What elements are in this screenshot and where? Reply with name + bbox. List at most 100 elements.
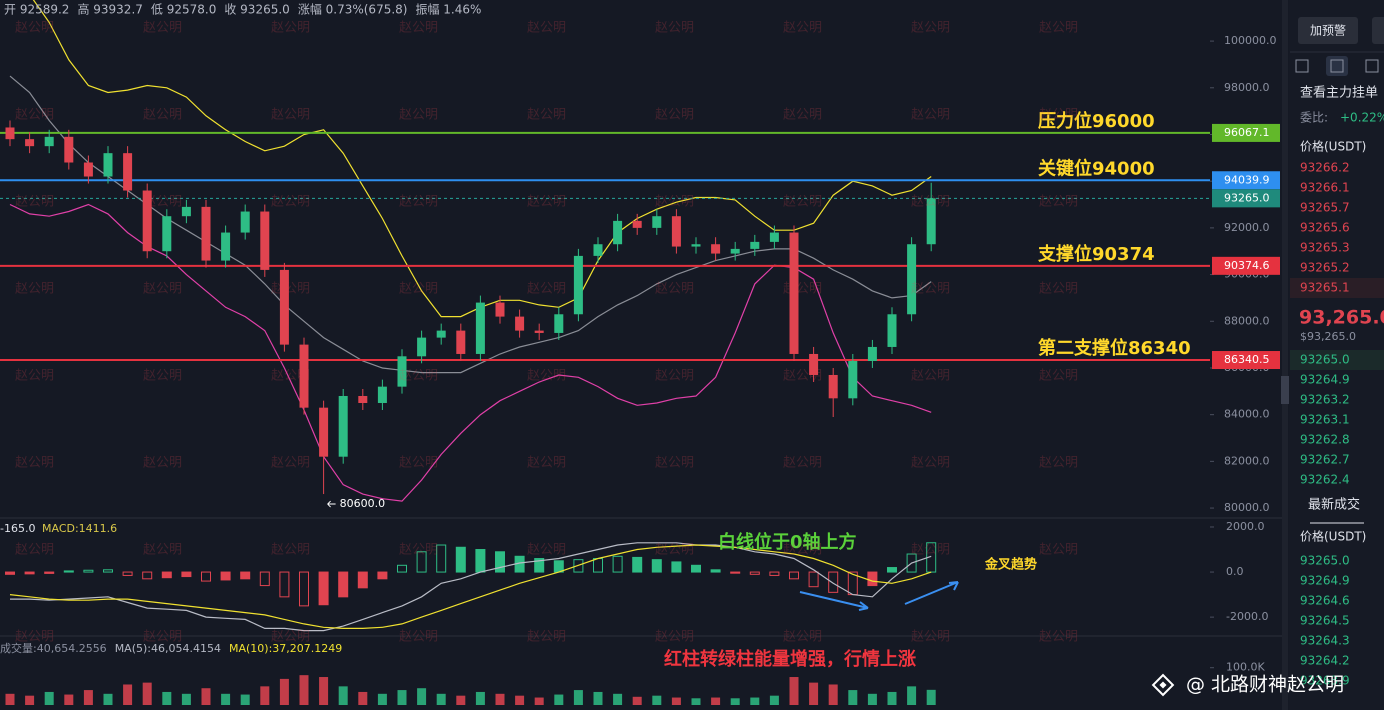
bid-price: 93262.4 [1300,473,1350,487]
volume-bar [123,684,133,705]
macd-bar [259,571,270,587]
watermark: 赵公明 [399,195,438,210]
macd-annotation: 金叉趋势 [984,557,1037,573]
candle-body [828,374,838,399]
candle-body [417,337,427,357]
macd-bar [553,560,564,573]
watermark: 赵公明 [143,543,182,558]
watermark: 赵公明 [911,282,950,297]
icon[interactable] [1295,59,1309,73]
volume-plot [5,675,936,705]
volume-bar [593,691,603,705]
macd-bar [887,567,897,573]
trade-price: 93264.3 [1300,634,1350,648]
volume-bar [142,682,152,705]
watermark: 赵公明 [527,369,566,384]
volume-bar [828,684,838,705]
watermark: 赵公明 [1039,543,1078,558]
candle-body [221,232,231,261]
watermark: 赵公明 [271,282,310,297]
volume-tick-label: 100.0K [1226,661,1265,674]
volume-bar [279,678,289,705]
watermark: 赵公明 [15,543,54,558]
ask-price: 93265.3 [1300,241,1350,255]
candle-body [534,330,544,333]
macd-bar [201,571,211,582]
candle-body [123,153,133,191]
volume-bar [456,695,466,705]
y-tick-label: 98000.0 [1224,81,1270,94]
watermark: 赵公明 [655,456,694,471]
candle-body [319,407,329,457]
ratio-label: 委比: [1300,111,1328,125]
trade-price: 93264.6 [1300,594,1350,608]
volume-bar [417,688,427,705]
volume-bar [319,677,329,705]
watermark: 赵公明 [527,108,566,123]
watermark: 赵公明 [399,543,438,558]
macd-annotation: 白线位于0轴上方 [718,531,857,553]
macd-bar [416,551,427,573]
icon-active[interactable] [1326,56,1348,76]
volume-bar [377,693,387,705]
candle-body [240,211,250,233]
watermark: 赵公明 [271,108,310,123]
splitter-handle[interactable] [1281,376,1289,404]
candle-body [887,314,897,347]
macd-bar [377,571,388,580]
macd-bar [671,561,682,573]
volume-bar [652,695,662,705]
candle-body [848,360,858,399]
volume-bar [5,693,15,705]
watermark: 赵公明 [911,630,950,645]
volume-bar [769,695,779,705]
trend-arrow [904,581,959,605]
candle-body [201,206,211,261]
alert-button[interactable] [1298,17,1358,44]
candle-body [671,216,681,247]
volume-bar [436,693,446,705]
bid-price: 93262.8 [1300,433,1350,447]
macd-bar [83,569,94,573]
watermark: 赵公明 [655,282,694,297]
watermark: 赵公明 [143,108,182,123]
level-tag-label: 94039.9 [1224,173,1270,186]
splitter [1282,0,1288,710]
y-tick-label: 84000.0 [1224,408,1270,421]
macd-bar [710,569,721,573]
trades-tab[interactable]: 最新成交 [1308,497,1360,513]
level-tag-label: 86340.5 [1224,353,1270,366]
macd-bar [24,571,35,575]
volume-bar [573,690,583,705]
volume-bar [299,675,309,705]
candle-body [593,244,603,256]
volume-bar [711,697,721,705]
level-annotation: 支撑位90374 [1037,243,1155,265]
volume-bar [515,695,525,705]
icon[interactable] [1365,59,1379,73]
watermark: 赵公明 [527,630,566,645]
order-book-link[interactable]: 查看主力挂单 [1300,85,1378,101]
icon[interactable] [1330,59,1344,73]
volume-bar [730,698,740,705]
candle-body [652,216,662,228]
watermark: 赵公明 [527,282,566,297]
watermark: 赵公明 [15,21,54,36]
macd-bar [789,571,799,580]
watermark: 赵公明 [655,195,694,210]
watermark: 赵公明 [143,195,182,210]
button[interactable] [1372,17,1384,44]
macd-bar [906,553,917,573]
volume-label: MA(10):37,207.1249 [229,642,342,655]
level-tag [1212,123,1280,142]
volume-bar [809,682,819,705]
watermark: 赵公明 [527,543,566,558]
macd-bar [495,551,505,573]
watermark: 赵公明 [1039,282,1078,297]
watermark: 赵公明 [783,630,822,645]
candle-body [769,232,779,242]
watermark: 赵公明 [15,630,54,645]
alert-button-label[interactable]: 加预警 [1310,23,1346,38]
ask-price: 93265.2 [1300,261,1350,275]
highlight-row [1290,278,1384,298]
